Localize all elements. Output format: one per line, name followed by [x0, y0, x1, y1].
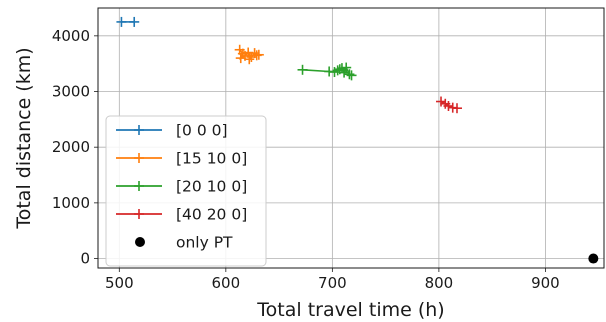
- x-tick-label: 900: [531, 274, 560, 292]
- series-3: [436, 96, 462, 114]
- legend-label: [15 10 0]: [176, 150, 247, 168]
- legend-item: [40 20 0]: [116, 206, 247, 224]
- legend-label: only PT: [176, 234, 233, 252]
- y-tick-label: 2000: [52, 138, 90, 156]
- axis-ticks: 500 600 700 800 900 0 1000 2000 3000 4000: [52, 27, 560, 292]
- y-tick-label: 4000: [52, 27, 90, 45]
- x-tick-label: 700: [318, 274, 347, 292]
- series-1: [234, 44, 264, 65]
- x-tick-label: 600: [212, 274, 241, 292]
- legend-box: [105, 115, 267, 267]
- legend-label: [20 10 0]: [176, 178, 247, 196]
- data-point: [588, 253, 599, 264]
- series-0: [116, 16, 140, 27]
- x-tick-label: 500: [105, 274, 134, 292]
- legend-marker: [135, 237, 145, 247]
- y-tick-label: 1000: [52, 194, 90, 212]
- y-tick-label: 0: [80, 250, 90, 268]
- series-2: [297, 62, 357, 81]
- series-4: [588, 253, 599, 264]
- y-tick-label: 3000: [52, 83, 90, 101]
- legend-item: [15 10 0]: [116, 150, 247, 168]
- legend-label: [0 0 0]: [176, 122, 228, 140]
- legend-item: [20 10 0]: [116, 178, 247, 196]
- x-tick-label: 800: [425, 274, 454, 292]
- legend-item: only PT: [135, 234, 233, 252]
- legend: [0 0 0] [15 10 0] [20 10 0] [40 20 0] only P…: [105, 115, 267, 267]
- x-axis-label: Total travel time (h): [256, 299, 444, 321]
- legend-item: [0 0 0]: [116, 122, 228, 140]
- plot-area-frame: [97, 7, 605, 269]
- data-layer: [116, 16, 599, 264]
- y-axis-label: Total distance (km): [13, 47, 35, 229]
- legend-label: [40 20 0]: [176, 206, 247, 224]
